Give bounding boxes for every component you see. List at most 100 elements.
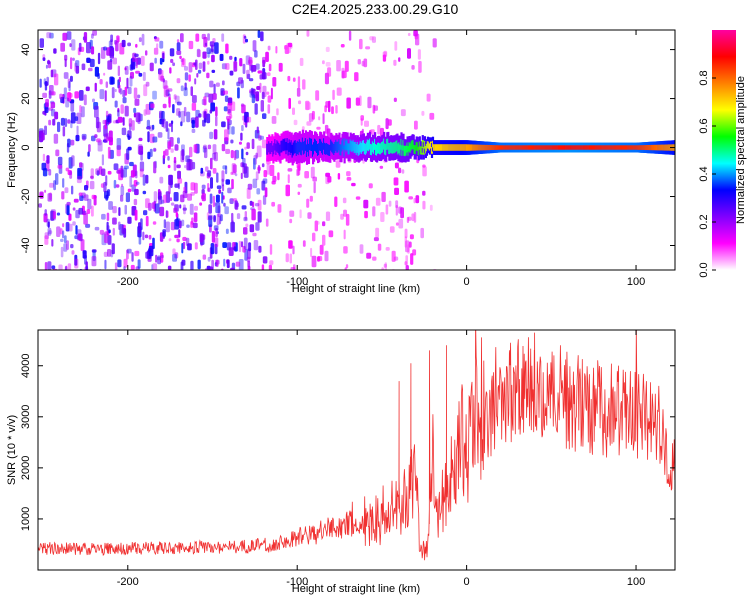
spectrogram-cell [245, 38, 248, 43]
spectrogram-cell [158, 68, 162, 75]
spectrogram-cell [53, 48, 57, 54]
spectrogram-cell [216, 172, 219, 183]
spectrogram-cell [346, 97, 351, 109]
spectrogram-cell [73, 198, 79, 203]
spectrogram-cell [165, 210, 168, 219]
colorbar-label: Normalized spectral amplitude [735, 76, 747, 224]
spectrogram-cell [202, 110, 207, 118]
spectrogram-cell [414, 120, 418, 130]
spectrogram-cell [180, 121, 183, 127]
spectrogram-cell [183, 106, 187, 117]
spectrogram-cell [210, 177, 213, 189]
spectrogram-cell [332, 89, 335, 100]
spectrogram-cell [408, 196, 413, 200]
spectrogram-cell [79, 195, 84, 201]
spectrogram-cell [74, 91, 79, 99]
spectrogram-cell [129, 64, 133, 71]
spectrogram-cell [42, 153, 46, 162]
spectrogram-cell [289, 253, 292, 264]
spectrogram-cell [105, 110, 109, 117]
colorbar-tick-label: 0.0 [698, 262, 710, 277]
spectrogram-cell [251, 65, 257, 72]
spectrogram-cell [91, 33, 94, 39]
spectrogram-cell [135, 70, 140, 74]
spectrogram-cell [319, 244, 324, 255]
spectrogram-cell [154, 203, 160, 214]
spectrogram-cell [101, 168, 106, 176]
spectrogram-cell [126, 249, 129, 260]
spectrogram-cell [174, 252, 179, 259]
spectrogram-cell [287, 168, 293, 172]
spectrogram-cell [59, 93, 63, 100]
spectrogram-cell [306, 30, 310, 37]
spectrogram-cell [106, 221, 109, 231]
spectrogram-cell [261, 91, 265, 100]
spectrogram-cell [415, 195, 420, 204]
spectrogram-cell [385, 247, 390, 251]
spectrogram-cell [152, 263, 158, 270]
spectrogram-cell [229, 198, 234, 204]
spectrogram-cell [102, 119, 107, 125]
spectrogram-cell [133, 180, 138, 187]
spectrogram-cell [46, 155, 50, 164]
spectrogram-cell [182, 190, 188, 199]
spectrogram-cell [254, 203, 260, 207]
spectrogram-cell [265, 51, 269, 62]
spectrogram-cell [165, 221, 170, 233]
spectrogram-cell [44, 232, 49, 240]
spectrogram-cell [190, 182, 196, 191]
spectrogram-cell [382, 51, 387, 58]
spectrogram-cell [422, 190, 426, 196]
spectrogram-cell [88, 144, 91, 153]
spectrogram-cell [130, 264, 135, 270]
spectrogram-cell [147, 151, 151, 160]
spectrogram-cell [77, 233, 83, 241]
spectrogram-cell [211, 54, 215, 63]
spectrogram-cell [325, 211, 331, 221]
spectrogram-cell [366, 252, 372, 259]
spectrogram-cell [364, 120, 369, 127]
spectrogram-cell [325, 62, 331, 67]
spectrogram-cell [121, 183, 124, 187]
spectrogram-cell [216, 185, 222, 190]
spectrogram-cell [51, 265, 56, 270]
spectrogram-cell [188, 40, 194, 50]
spectrogram-cell [71, 250, 75, 255]
spectrogram-cell [91, 46, 95, 55]
colorbar-tick-label: 0.2 [698, 214, 710, 229]
spectrogram-cell [232, 164, 237, 174]
spectrogram-cell [223, 106, 228, 112]
spectrogram-cell [121, 127, 127, 136]
spectrogram-cell [62, 223, 65, 228]
spectrogram-cell [117, 116, 123, 123]
spectrogram-cell [53, 180, 56, 191]
spectrogram-cell [139, 168, 144, 178]
spectrogram-cell [163, 150, 166, 159]
spectrogram-cell [63, 72, 69, 79]
spectrogram-cell [258, 134, 262, 141]
spectrogram-cell [369, 36, 374, 41]
spectrogram-cell [357, 59, 361, 65]
spectrogram-cell [45, 98, 49, 108]
spectrogram-cell [141, 33, 145, 46]
spectrogram-cell [85, 86, 90, 92]
spectrogram-cell [261, 180, 266, 191]
spectrogram-cell [184, 66, 189, 71]
spectrogram-cell [255, 152, 258, 159]
spectrogram-ytick-label: 20 [20, 92, 32, 104]
spectrogram-cell [68, 157, 73, 169]
spectrogram-cell [151, 124, 155, 130]
spectrogram-cell [233, 246, 237, 251]
spectrogram-cell [335, 105, 338, 114]
spectrogram-cell [204, 147, 208, 159]
spectrogram-cell [122, 97, 127, 104]
spectrogram-cell [227, 187, 232, 194]
spectrogram-cell [287, 42, 293, 48]
spectrogram-cell [167, 88, 173, 92]
spectrogram-cell [256, 188, 261, 195]
spectrogram-cell [262, 113, 267, 119]
spectrogram-xtick-label: -200 [117, 276, 139, 288]
spectrogram-cell [70, 139, 75, 146]
spectrogram-cell [388, 200, 392, 207]
